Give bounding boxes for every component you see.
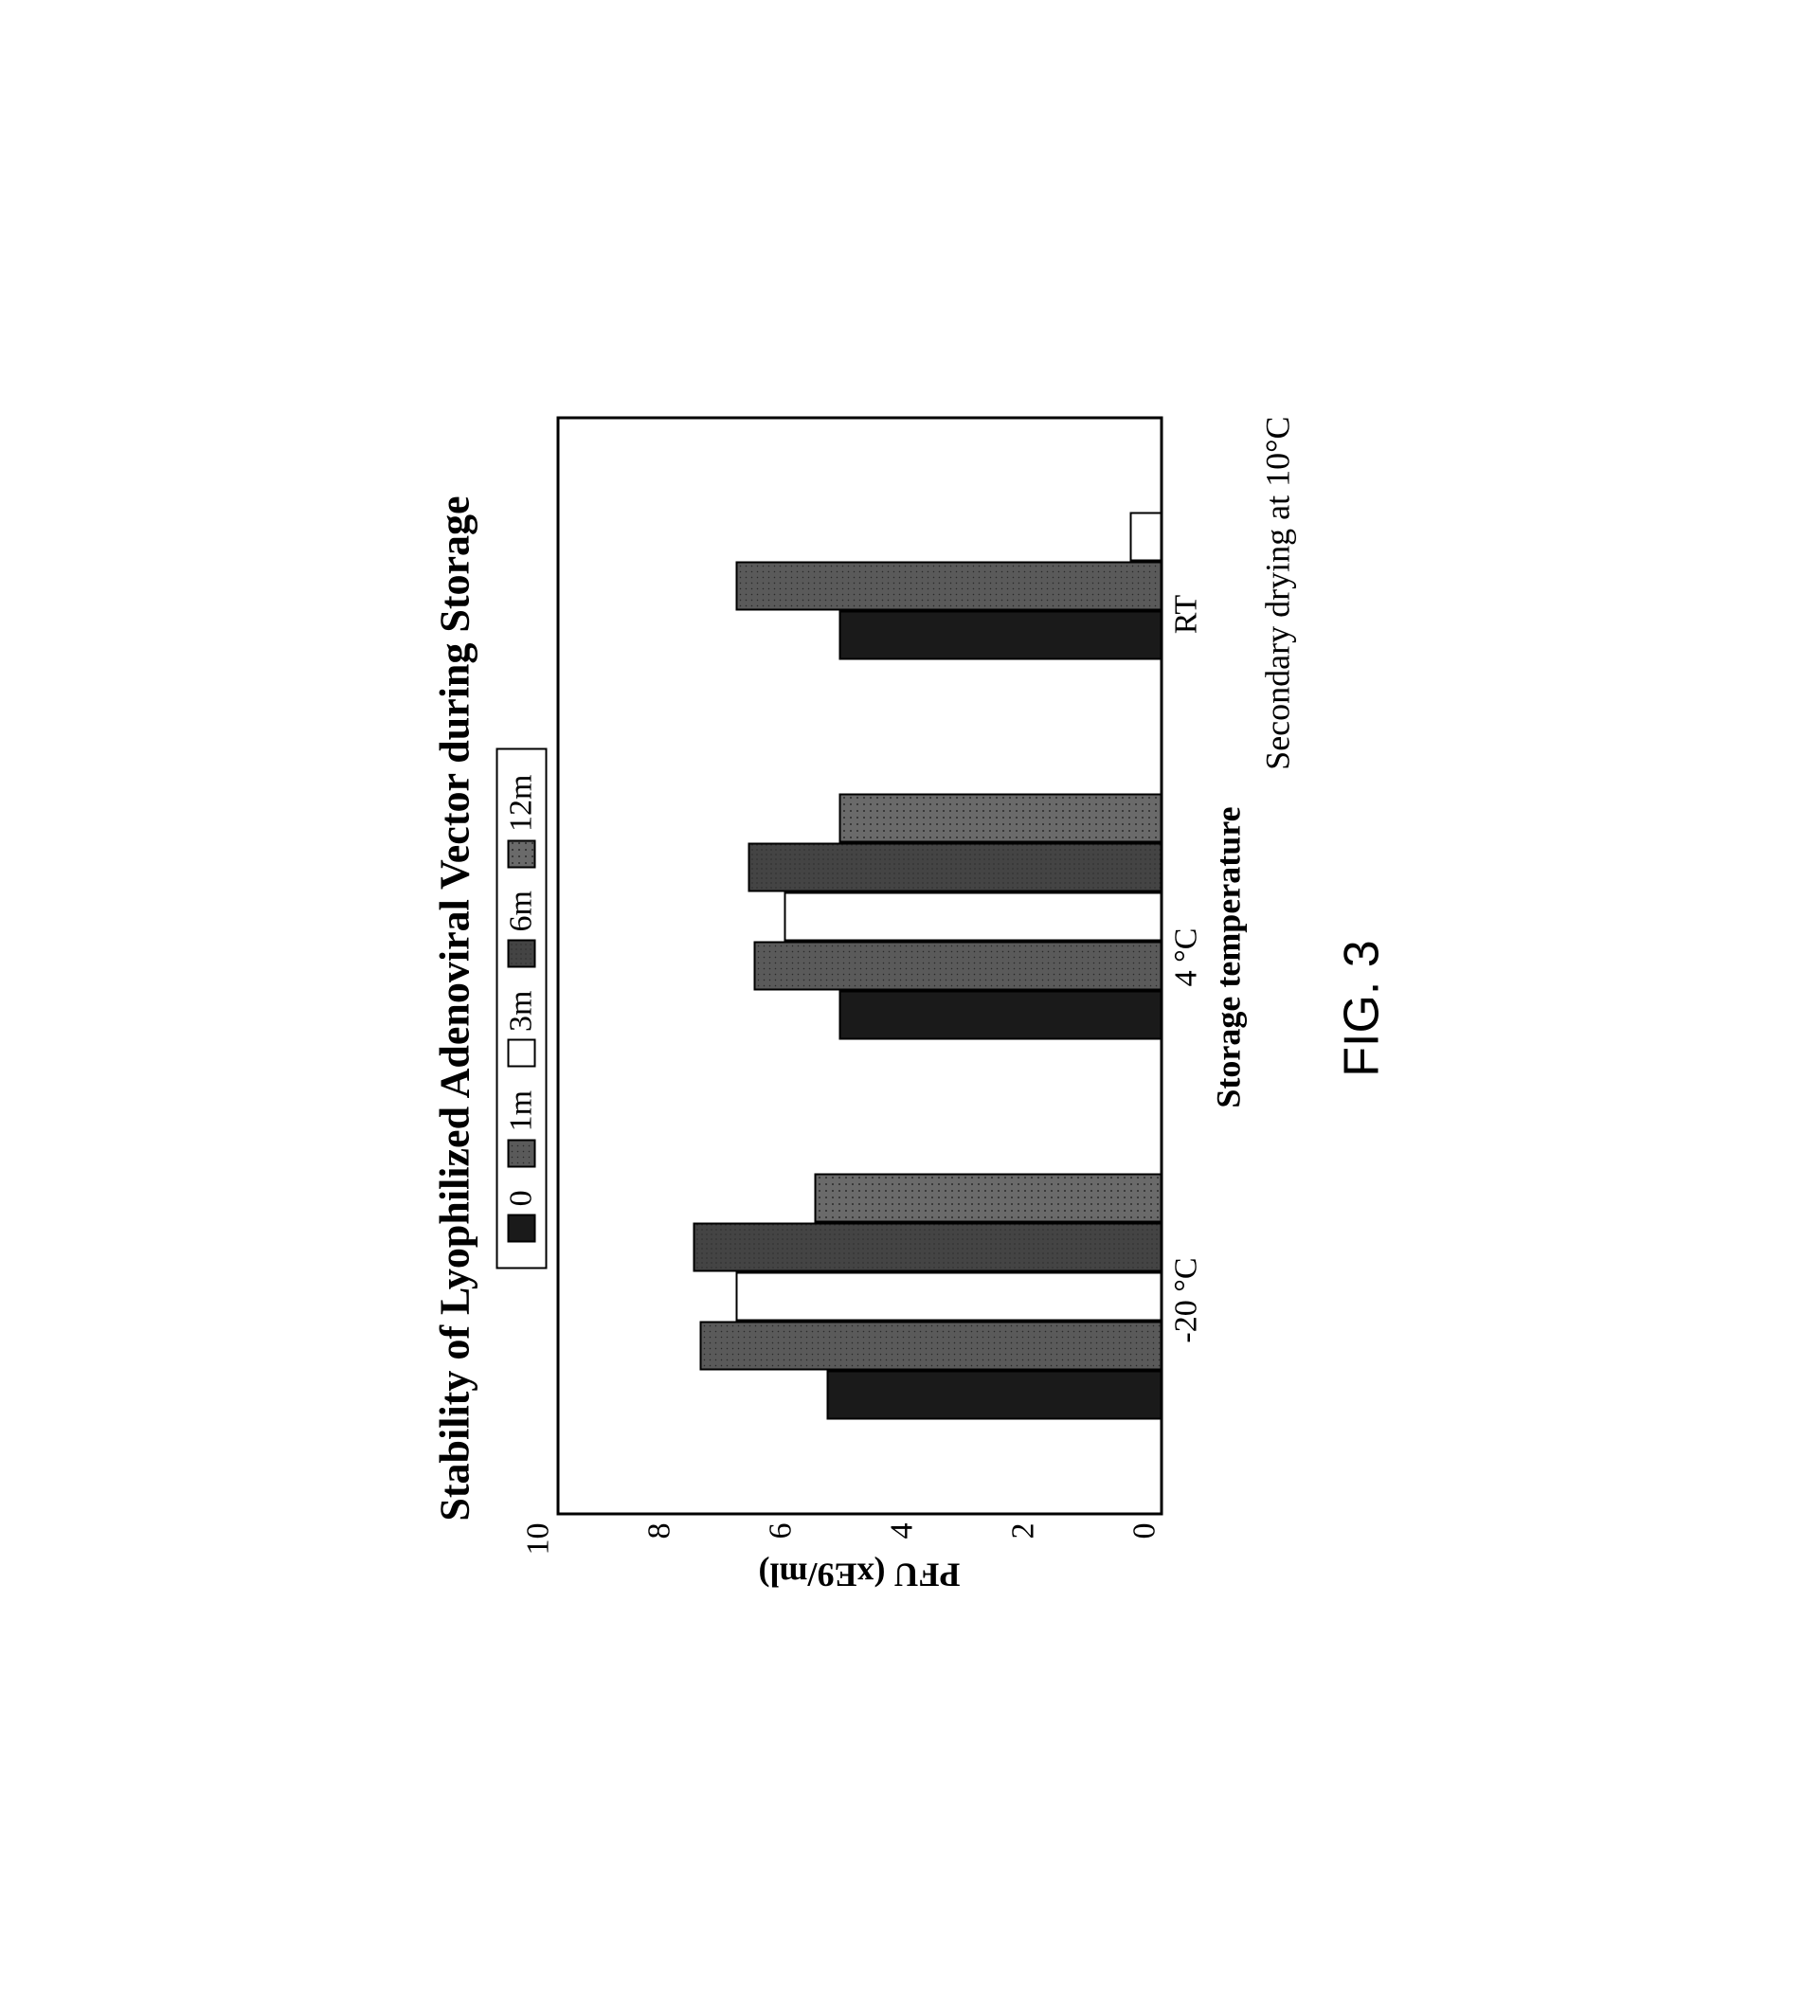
figure-wrap: Stability of Lyophilized Adenoviral Vect… [430, 203, 1390, 1813]
legend-label: 3m [503, 990, 539, 1031]
bar [784, 891, 1160, 941]
legend-swatch [507, 1038, 535, 1067]
plot-area [556, 416, 1162, 1515]
legend-item: 0 [503, 1190, 539, 1242]
legend-item: 12m [503, 774, 539, 867]
legend-swatch [507, 939, 535, 967]
legend-label: 6m [503, 891, 539, 931]
chart-area: PFU (xE9/ml) 1086420 [556, 416, 1162, 1600]
legend: 0 1m 3m 6m 12m [496, 747, 547, 1269]
bar [735, 1271, 1160, 1321]
x-tick-label: RT [1168, 491, 1204, 737]
bar [753, 941, 1160, 990]
legend-label: 12m [503, 774, 539, 831]
bar [814, 1173, 1160, 1222]
legend-swatch [507, 1139, 535, 1167]
bar [735, 561, 1160, 610]
y-axis-label: PFU (xE9/ml) [556, 1555, 1162, 1600]
bar [693, 1222, 1160, 1271]
bar [699, 1321, 1160, 1370]
x-axis-row: -20 °C 4 °C RT Storage temperature [1162, 416, 1248, 1600]
legend-swatch [507, 1214, 535, 1242]
legend-item: 3m [503, 990, 539, 1067]
chart-title: Stability of Lyophilized Adenoviral Vect… [430, 495, 478, 1521]
legend-item: 1m [503, 1089, 539, 1166]
bar-groups [559, 419, 1160, 1512]
bar [838, 793, 1160, 842]
bar [748, 842, 1160, 891]
figure-label: FIG. 3 [1333, 940, 1390, 1076]
chart-body: PFU (xE9/ml) 1086420 -20 °C 4 °C RT Storag… [556, 416, 1297, 1600]
bar-group [748, 793, 1160, 1039]
chart-caption: Secondary drying at 10°C [1257, 416, 1297, 1600]
bar [826, 1370, 1160, 1419]
x-axis-label: Storage temperature [1208, 416, 1248, 1498]
legend-item: 6m [503, 891, 539, 967]
legend-swatch [507, 839, 535, 868]
x-axis-ticks: -20 °C 4 °C RT [1162, 416, 1204, 1498]
bar [838, 610, 1160, 659]
x-tick-label: 4 °C [1168, 834, 1204, 1080]
bar-group [693, 1173, 1160, 1419]
bar [838, 990, 1160, 1039]
bar [1129, 512, 1160, 561]
x-tick-label: -20 °C [1168, 1177, 1204, 1423]
legend-label: 0 [503, 1190, 539, 1206]
legend-label: 1m [503, 1089, 539, 1130]
y-axis: 1086420 [556, 1515, 1162, 1555]
bar-group [735, 512, 1160, 659]
